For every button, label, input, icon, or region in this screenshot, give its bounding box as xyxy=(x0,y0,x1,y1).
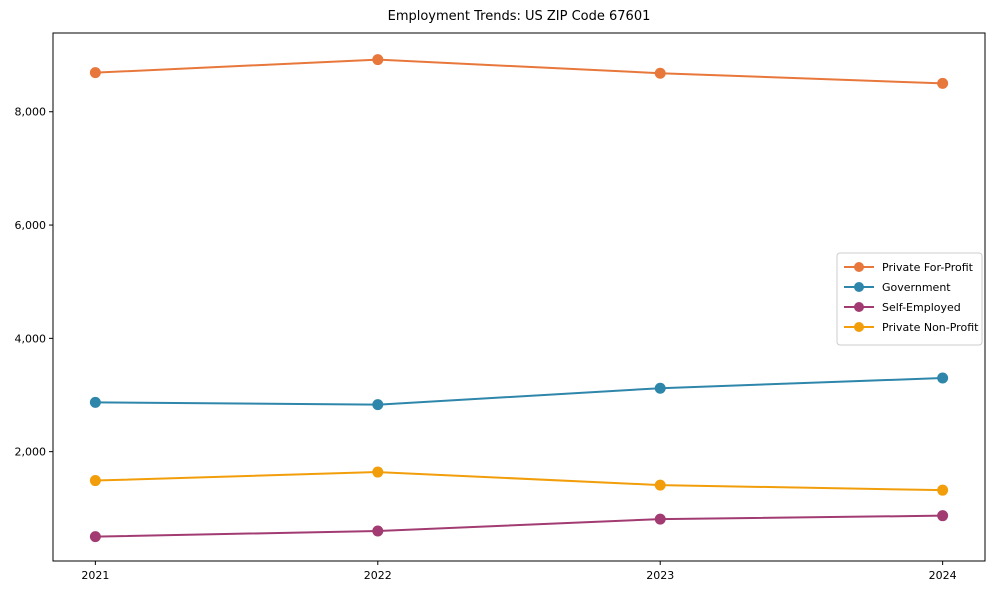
series-marker xyxy=(654,513,666,525)
legend-item-marker xyxy=(854,282,864,292)
legend-item-label: Private Non-Profit xyxy=(882,321,979,334)
y-tick-label: 8,000 xyxy=(15,106,47,119)
legend-item-label: Government xyxy=(882,281,951,294)
x-tick-label: 2023 xyxy=(646,569,674,582)
series-marker xyxy=(372,54,384,66)
series-marker xyxy=(372,399,384,411)
series-marker xyxy=(89,396,101,408)
series-marker xyxy=(654,67,666,79)
series-line xyxy=(95,377,943,406)
series-marker xyxy=(89,67,101,79)
series-marker xyxy=(372,525,384,537)
chart-title: Employment Trends: US ZIP Code 67601 xyxy=(387,9,651,24)
series-marker xyxy=(937,484,949,496)
y-tick-label: 4,000 xyxy=(15,332,47,345)
legend-item-label: Private For-Profit xyxy=(882,261,974,274)
legend-box xyxy=(836,252,983,346)
series-marker xyxy=(654,479,666,491)
y-tick-label: 6,000 xyxy=(15,219,47,232)
series-marker xyxy=(937,510,949,522)
series-marker xyxy=(654,382,666,394)
series-line xyxy=(95,471,943,492)
legend-item-marker xyxy=(854,302,864,312)
series-marker xyxy=(937,372,949,384)
plot-border xyxy=(52,32,986,562)
series-line xyxy=(95,514,943,538)
series-marker xyxy=(937,77,949,89)
series-marker xyxy=(89,475,101,487)
y-tick-label: 2,000 xyxy=(15,446,47,459)
legend-item-marker xyxy=(854,322,864,332)
legend-item-label: Self-Employed xyxy=(882,301,961,314)
x-tick-label: 2021 xyxy=(81,569,109,582)
series-marker xyxy=(372,466,384,478)
x-tick-label: 2024 xyxy=(929,569,957,582)
legend-item-marker xyxy=(854,262,864,272)
series-line xyxy=(95,58,943,85)
x-tick-label: 2022 xyxy=(364,569,392,582)
series-marker xyxy=(89,531,101,543)
